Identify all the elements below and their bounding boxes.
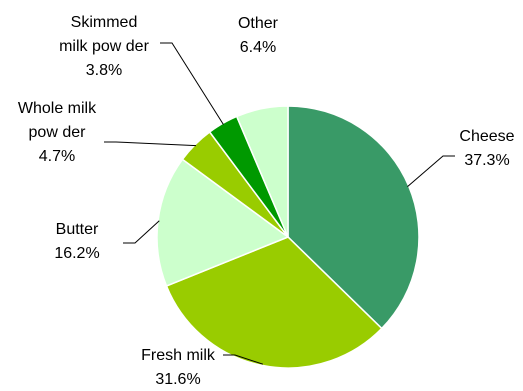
slice-name-label: Other xyxy=(238,15,279,32)
slice-label-cheese: Cheese 37.3% xyxy=(459,128,514,169)
leader-line xyxy=(223,354,264,365)
slice-label-other: Other 6.4% xyxy=(238,15,279,56)
slice-label-butter: Butter 16.2% xyxy=(54,221,99,262)
slice-label-fresh-milk: Fresh milk 31.6% xyxy=(141,347,216,388)
slice-value-label: 31.6% xyxy=(155,371,200,388)
slice-name-label: Cheese xyxy=(459,128,514,145)
pie-slice-butter xyxy=(156,158,290,287)
pie-slice-fresh-milk xyxy=(165,236,383,369)
slice-name-label: milk pow der xyxy=(59,38,149,55)
slice-value-label: 6.4% xyxy=(240,39,276,56)
slice-value-label: 16.2% xyxy=(54,245,99,262)
leader-line xyxy=(123,220,160,244)
slice-value-label: 37.3% xyxy=(464,152,509,169)
slice-name-label: Whole milk xyxy=(18,100,97,117)
slice-value-label: 4.7% xyxy=(39,148,75,165)
leader-line xyxy=(104,141,197,147)
slice-name-label: Fresh milk xyxy=(141,347,216,364)
slice-label-skimmed-milk-pow-der: Skimmed milk pow der 3.8% xyxy=(59,14,149,79)
leader-line xyxy=(407,155,455,187)
slice-name-label: pow der xyxy=(29,124,87,141)
labels-layer: Cheese 37.3% Fresh milk 31.6% Butter 16.2% Who… xyxy=(18,14,515,388)
slice-value-label: 3.8% xyxy=(86,62,122,79)
slice-label-whole-milk-pow-der: Whole milk pow der 4.7% xyxy=(18,100,97,165)
leader-line xyxy=(160,42,224,125)
slice-name-label: Butter xyxy=(56,221,99,238)
slices-layer xyxy=(156,105,420,369)
leader-lines-layer xyxy=(104,42,455,365)
pie-slice-other xyxy=(235,105,289,238)
slice-name-label: Skimmed xyxy=(71,14,138,31)
